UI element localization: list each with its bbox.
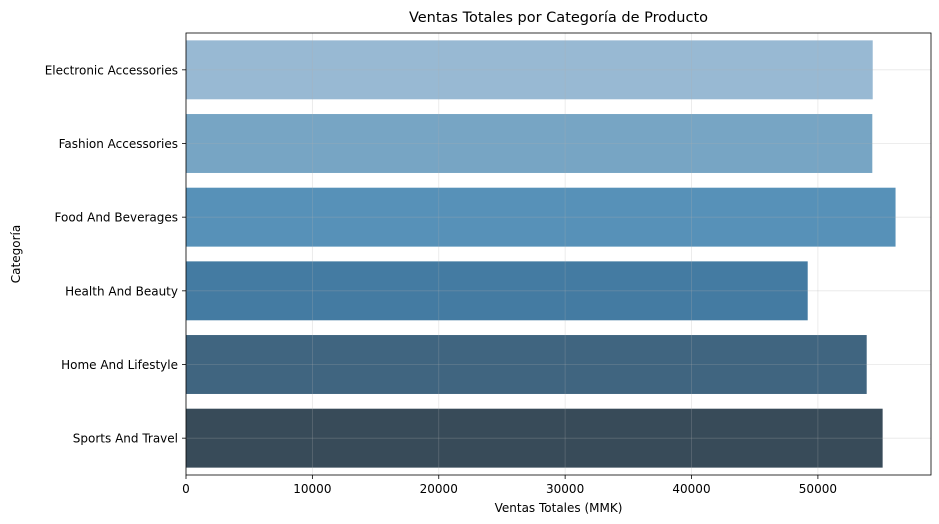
bar [186, 114, 873, 173]
x-axis-title: Ventas Totales (MMK) [495, 501, 623, 515]
plot-frame [185, 32, 932, 476]
bars [186, 40, 896, 468]
y-tick-label: Fashion Accessories [59, 137, 178, 151]
y-axis-ticks: Electronic Accessories Fashion Accessorie… [45, 63, 186, 446]
x-axis-ticks: 0 10000 20000 30000 40000 50000 [182, 475, 837, 496]
bar [186, 187, 896, 247]
x-tick-label: 20000 [420, 482, 458, 496]
y-tick-label: Sports And Travel [73, 432, 178, 446]
x-tick-label: 10000 [293, 482, 331, 496]
y-tick-label: Food And Beverages [55, 211, 178, 225]
bar [186, 261, 808, 321]
y-axis-title: Categoría [9, 225, 23, 283]
y-tick-label: Home And Lifestyle [61, 358, 178, 372]
x-tick-label: 0 [182, 482, 190, 496]
chart-title: Ventas Totales por Categoría de Producto [409, 10, 708, 26]
x-tick-label: 30000 [546, 482, 584, 496]
x-tick-label: 40000 [672, 482, 710, 496]
bar [186, 40, 873, 100]
bar [186, 408, 883, 468]
y-tick-label: Health And Beauty [65, 284, 178, 298]
bar [186, 335, 867, 394]
y-tick-label: Electronic Accessories [45, 63, 178, 77]
x-tick-label: 50000 [799, 482, 837, 496]
